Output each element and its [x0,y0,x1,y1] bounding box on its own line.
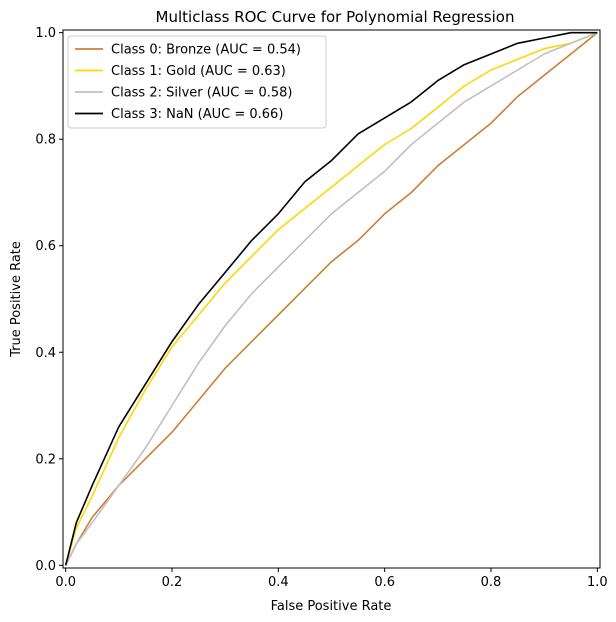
x-tick-label: 0.0 [55,575,76,590]
y-tick-label: 0.2 [35,452,56,467]
x-tick-label: 0.4 [268,575,289,590]
x-tick-label: 0.8 [481,575,502,590]
x-tick-label: 0.2 [162,575,183,590]
y-axis-label: True Positive Rate [9,241,24,358]
roc-curve-class-3 [64,31,598,566]
chart-title: Multiclass ROC Curve for Polynomial Regr… [156,8,515,26]
y-tick-label: 0.8 [35,133,56,148]
y-axis: 0.0 0.2 0.4 0.6 0.8 1.0 [35,26,63,574]
y-tick-label: 0.6 [35,239,56,254]
legend-box [67,35,327,129]
legend-label: Class 2: Silver (AUC = 0.58) [111,86,293,101]
roc-curve-class-2 [64,31,598,566]
x-axis-label: False Positive Rate [271,599,392,614]
y-tick-label: 1.0 [35,26,56,41]
y-tick-label: 0.0 [35,559,56,574]
x-axis: 0.0 0.2 0.4 0.6 0.8 1.0 [55,568,608,590]
legend: Class 0: Bronze (AUC = 0.54) Class 1: Gol… [67,35,327,129]
plot-frame [62,29,601,569]
x-tick-label: 1.0 [587,575,608,590]
roc-curve-class-1 [64,31,598,566]
legend-label: Class 0: Bronze (AUC = 0.54) [111,43,301,58]
legend-label: Class 3: NaN (AUC = 0.66) [111,107,283,122]
roc-curve-class-0 [64,32,598,566]
y-tick-label: 0.4 [35,346,56,361]
series-layer [64,31,598,566]
legend-label: Class 1: Gold (AUC = 0.63) [111,64,286,79]
x-tick-label: 0.6 [374,575,395,590]
